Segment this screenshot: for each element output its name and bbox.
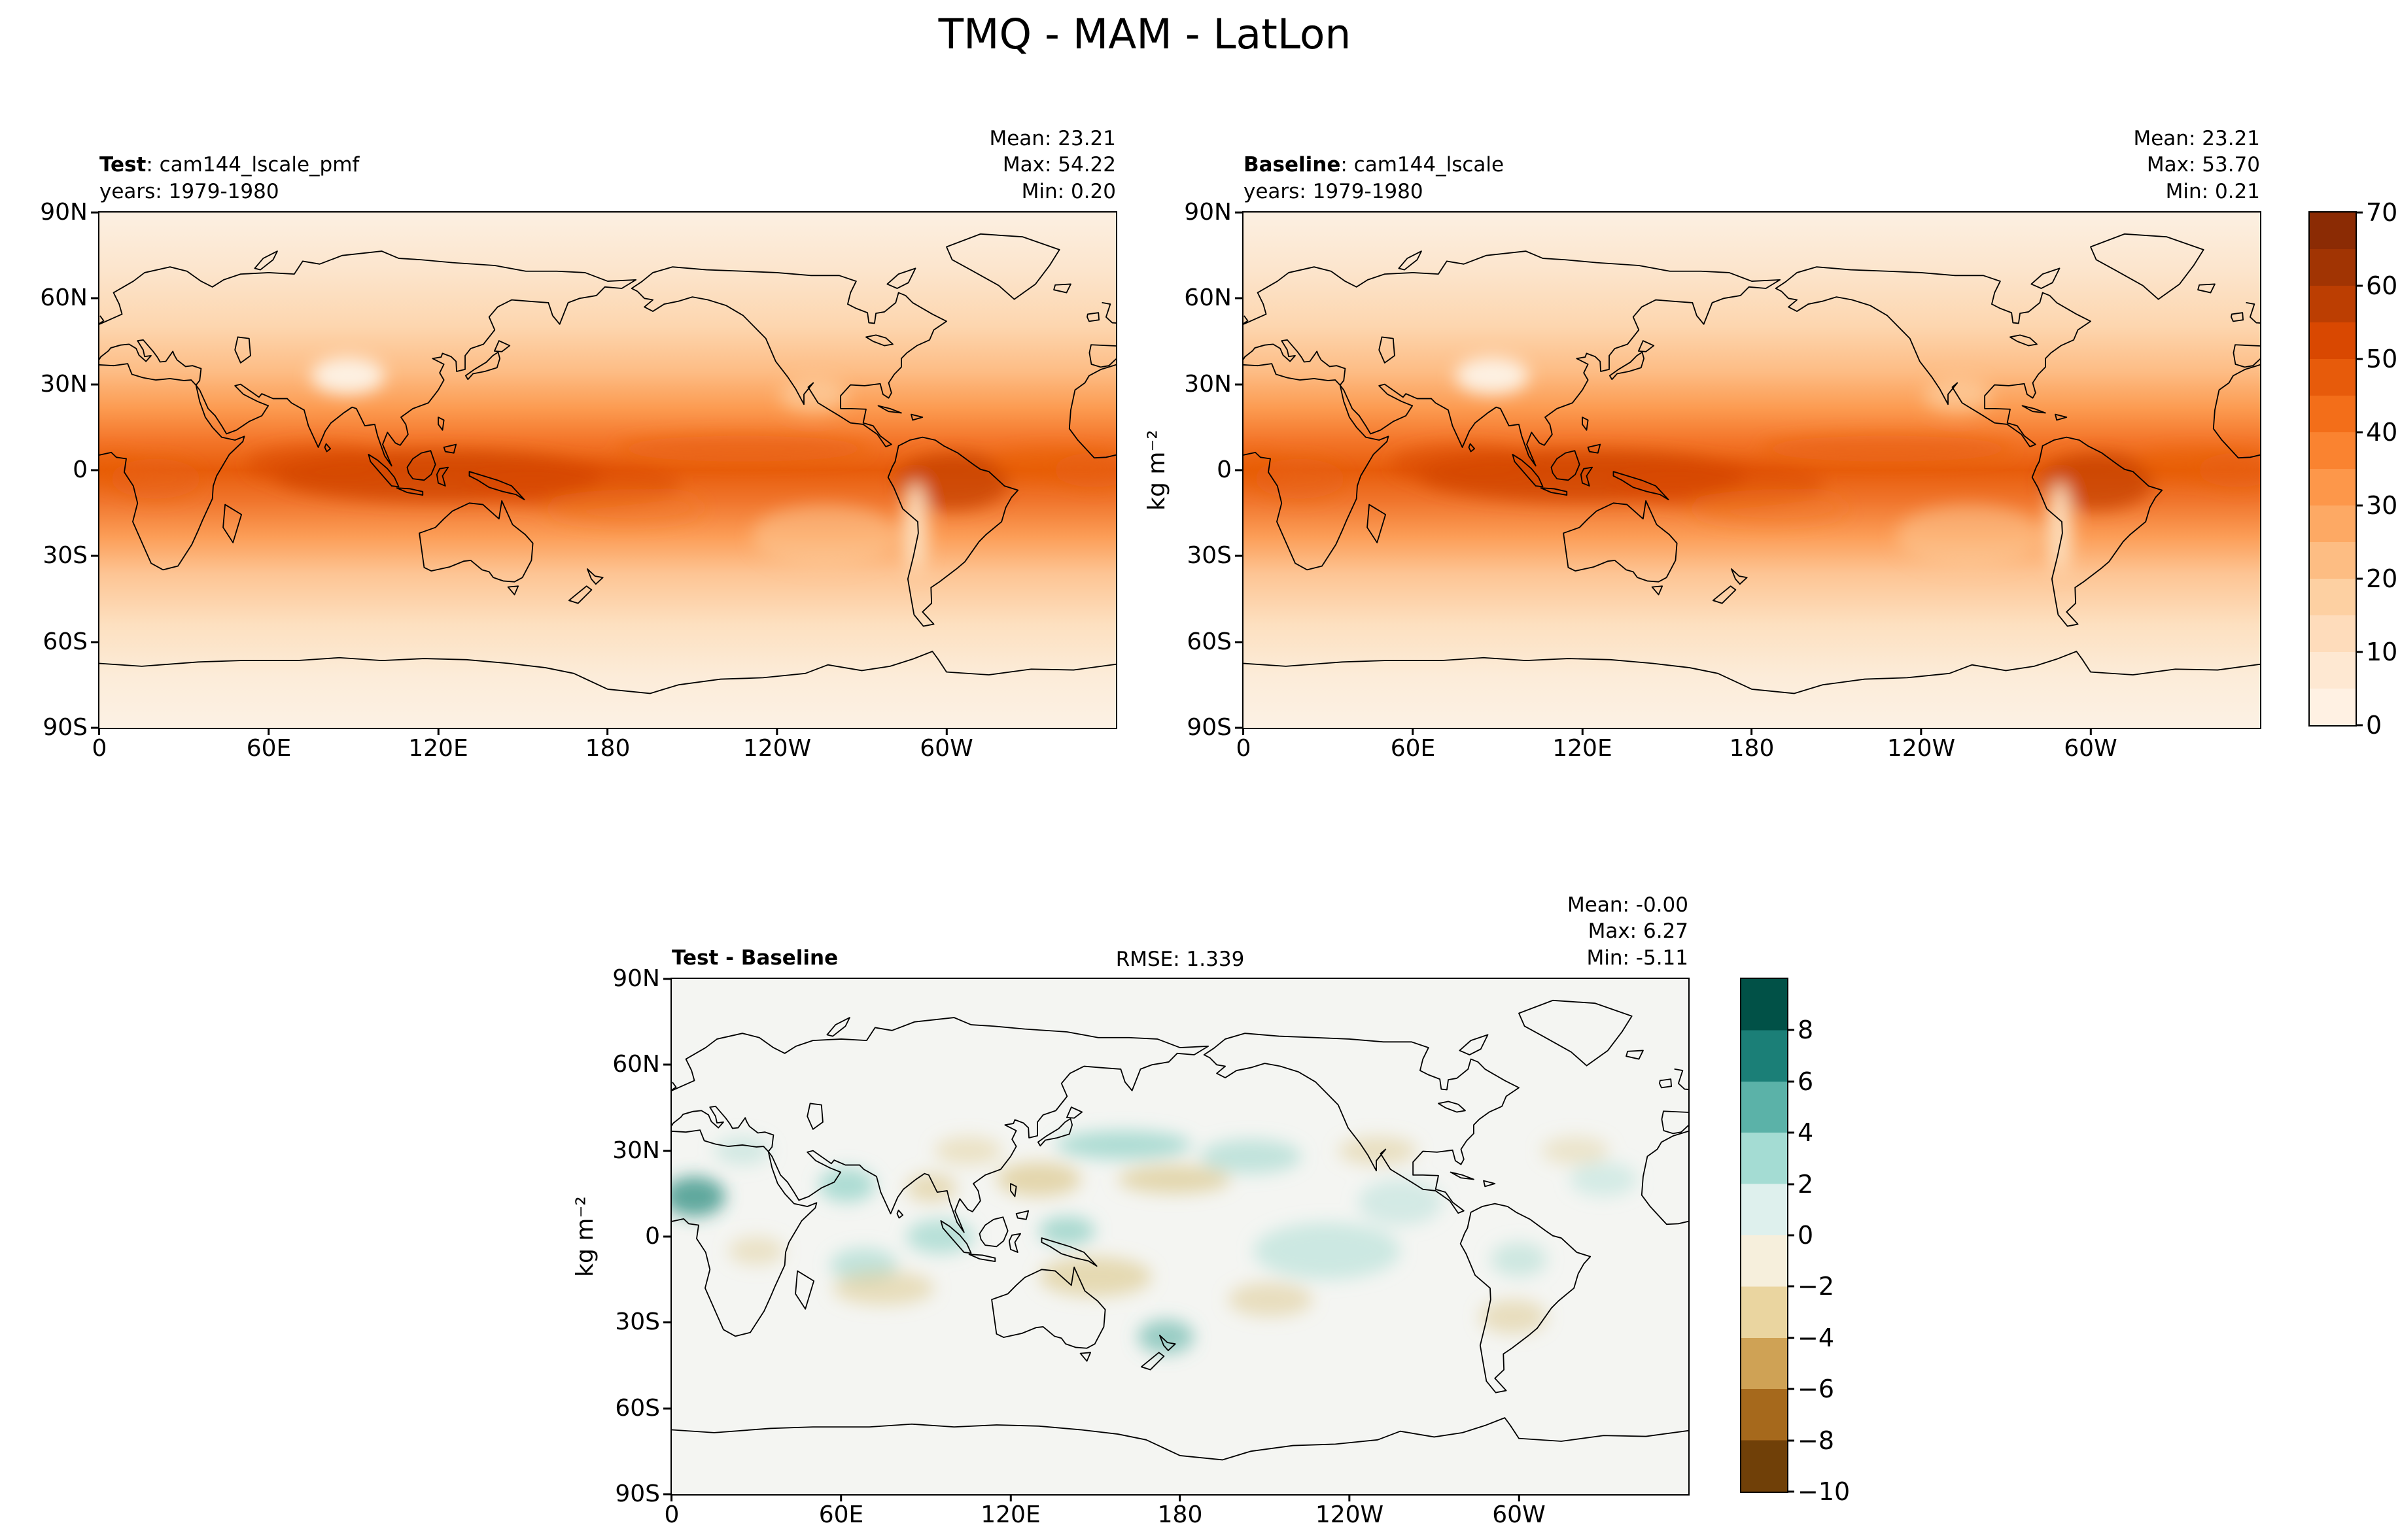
colorbar-tick-label: 0 bbox=[2366, 711, 2382, 740]
lon-tick-label: 180 bbox=[1157, 1501, 1203, 1528]
lon-tick-label: 120W bbox=[1887, 735, 1956, 762]
baseline-map-canvas bbox=[1243, 213, 2260, 728]
lat-tick-label: 60N bbox=[40, 284, 88, 312]
lat-tick-label: 30S bbox=[615, 1309, 660, 1336]
lat-tick-label: 30N bbox=[612, 1137, 660, 1164]
tmq-field bbox=[1243, 213, 2260, 728]
lat-tick-label: 60N bbox=[1184, 284, 1232, 312]
lon-tick-label: 60E bbox=[818, 1501, 864, 1528]
baseline-dataset-name: : cam144_lscale bbox=[1340, 153, 1504, 177]
lat-tick-label: 90N bbox=[612, 965, 660, 992]
lat-tick-label: 0 bbox=[645, 1223, 660, 1250]
colorbar-tick-label: −4 bbox=[1798, 1323, 1835, 1352]
baseline-years: years: 1979-1980 bbox=[1243, 179, 1423, 203]
panel-test-header: Test: cam144_lscale_pmf years: 1979-1980 bbox=[99, 152, 359, 205]
panel-baseline-stats: Mean: 23.21 Max: 53.70 Min: 0.21 bbox=[2133, 126, 2260, 205]
stat-mean: Mean: 23.21 bbox=[989, 127, 1116, 151]
lat-tick-label: 0 bbox=[1217, 456, 1232, 483]
stat-max: Max: 6.27 bbox=[1588, 919, 1688, 944]
test-map-canvas bbox=[99, 213, 1116, 728]
lat-tick-label: 30S bbox=[43, 542, 88, 570]
colorbar-tick-label: 8 bbox=[1798, 1016, 1814, 1045]
colorbar-tick-label: 40 bbox=[2366, 417, 2398, 447]
baseline-label: Baseline bbox=[1243, 153, 1341, 177]
lon-tick-label: 120W bbox=[742, 735, 812, 762]
panel-test-map: Test: cam144_lscale_pmf years: 1979-1980… bbox=[40, 127, 1117, 761]
colorbar-tick-label: −10 bbox=[1798, 1477, 1851, 1506]
colorbar-tick-label: 60 bbox=[2366, 271, 2398, 300]
lat-tick-label: 90S bbox=[1187, 714, 1232, 741]
colorbar-tick-label: 10 bbox=[2366, 638, 2398, 666]
colorbar-tick-label: −2 bbox=[1798, 1272, 1835, 1301]
colorbar-tick-label: 70 bbox=[2366, 198, 2398, 227]
diff-label: Test - Baseline bbox=[672, 946, 839, 970]
lon-tick-label: 0 bbox=[92, 735, 107, 762]
test-label: Test bbox=[99, 153, 147, 177]
lat-tick-label: 0 bbox=[73, 456, 88, 483]
lon-tick-label: 120E bbox=[408, 735, 468, 762]
lat-tick-label: 60S bbox=[43, 628, 88, 655]
stat-min: Min: 0.21 bbox=[2165, 179, 2260, 203]
lon-tick-label: 0 bbox=[664, 1501, 680, 1528]
y-axis-units-label: kg m⁻² bbox=[1143, 430, 1170, 511]
lat-tick-label: 90S bbox=[615, 1480, 660, 1507]
lat-tick-label: 30N bbox=[40, 370, 88, 398]
lat-tick-label: 90N bbox=[40, 199, 88, 226]
lon-tick-label: 120E bbox=[981, 1501, 1041, 1528]
diff-colorbar: 8 6 4 2 0 −2 −4 −6 −8 −10 bbox=[1740, 978, 1850, 1504]
lon-tick-label: 0 bbox=[1236, 735, 1251, 762]
colorbar-tick-label: 4 bbox=[1798, 1118, 1814, 1148]
lon-tick-label: 180 bbox=[585, 735, 631, 762]
panel-diff-title-line: Test - Baseline bbox=[672, 945, 838, 971]
colorbar-tick-label: 6 bbox=[1798, 1067, 1814, 1096]
lat-tick-label: 30S bbox=[1187, 542, 1232, 570]
lon-tick-label: 60E bbox=[246, 735, 292, 762]
lon-tick-label: 60W bbox=[920, 735, 973, 762]
lat-tick-label: 90N bbox=[1184, 199, 1232, 226]
panel-diff-stats: Mean: -0.00 Max: 6.27 Min: -5.11 bbox=[1567, 892, 1688, 971]
y-axis-units-label: kg m⁻² bbox=[572, 1196, 599, 1277]
stat-max: Max: 54.22 bbox=[1002, 153, 1116, 177]
panel-diff-header: Test - Baseline bbox=[672, 945, 838, 971]
lon-tick-label: 120E bbox=[1552, 735, 1612, 762]
lon-tick-label: 180 bbox=[1729, 735, 1775, 762]
lat-tick-label: 30N bbox=[1184, 370, 1232, 398]
stat-min: Min: -5.11 bbox=[1586, 946, 1688, 970]
lat-tick-label: 60N bbox=[612, 1051, 660, 1078]
lon-tick-label: 60W bbox=[1492, 1501, 1546, 1528]
panel-baseline-header: Baseline: cam144_lscale years: 1979-1980 bbox=[1243, 152, 1504, 205]
lon-tick-label: 60E bbox=[1390, 735, 1436, 762]
colorbar-tick-label: 0 bbox=[1798, 1221, 1814, 1250]
colorbar-tick-label: −8 bbox=[1798, 1426, 1835, 1455]
panel-diff-map: Test - Baseline RMSE: 1.339 Mean: -0.00 … bbox=[572, 893, 1690, 1527]
tmq-colorbar: 70 60 50 40 30 20 10 0 bbox=[2308, 200, 2397, 738]
diff-rmse: RMSE: 1.339 bbox=[1115, 948, 1245, 971]
test-years: years: 1979-1980 bbox=[99, 179, 279, 203]
panel-test-stats: Mean: 23.21 Max: 54.22 Min: 0.20 bbox=[989, 126, 1116, 205]
colorbar-tick-label: 20 bbox=[2366, 564, 2398, 593]
test-dataset-name: : cam144_lscale_pmf bbox=[146, 153, 360, 177]
stat-mean: Mean: -0.00 bbox=[1567, 893, 1688, 917]
lon-tick-label: 120W bbox=[1315, 1501, 1384, 1528]
colorbar-tick-label: 50 bbox=[2366, 344, 2398, 373]
diff-map-canvas bbox=[672, 979, 1688, 1494]
panel-test-title-line: Test: cam144_lscale_pmf bbox=[99, 152, 359, 178]
stat-max: Max: 53.70 bbox=[2146, 153, 2260, 177]
colorbar-tick-label: 2 bbox=[1798, 1169, 1814, 1199]
lat-tick-label: 90S bbox=[43, 714, 88, 741]
lon-tick-label: 60W bbox=[2064, 735, 2117, 762]
lat-tick-label: 60S bbox=[1187, 628, 1232, 655]
diff-field bbox=[672, 979, 1688, 1494]
panel-baseline-map: Baseline: cam144_lscale years: 1979-1980… bbox=[1143, 127, 2261, 761]
colorbar-tick-label: −6 bbox=[1798, 1375, 1835, 1404]
colorbar-tick-label: 30 bbox=[2366, 491, 2398, 520]
tmq-field bbox=[99, 213, 1116, 728]
stat-mean: Mean: 23.21 bbox=[2133, 127, 2260, 151]
panel-baseline-title-line: Baseline: cam144_lscale bbox=[1243, 152, 1504, 178]
lat-tick-label: 60S bbox=[615, 1394, 660, 1422]
stat-min: Min: 0.20 bbox=[1021, 179, 1116, 203]
figure-title: TMQ - MAM - LatLon bbox=[938, 10, 1351, 58]
